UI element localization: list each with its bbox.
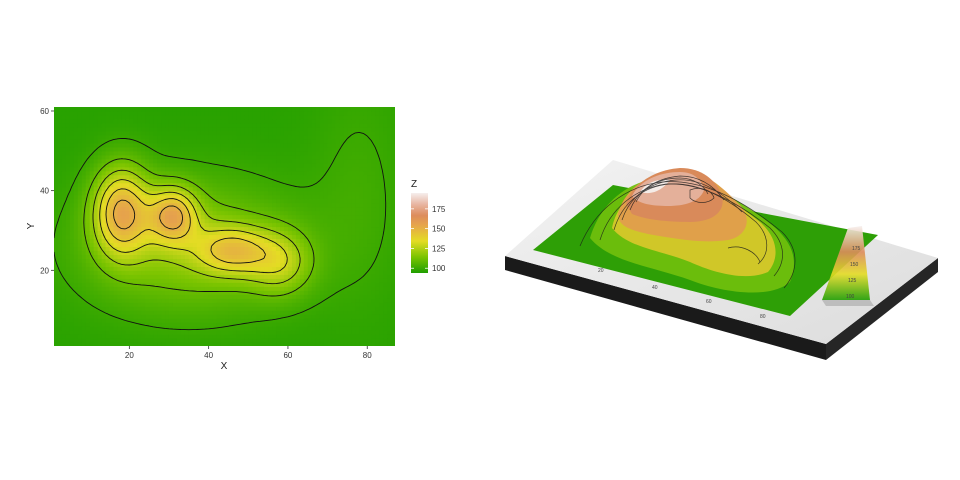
y-tick-label: 60 — [40, 107, 49, 116]
surface-3d-plot: 20 40 60 80 100 125 150 175 — [505, 160, 938, 360]
y-tick-label: 40 — [40, 187, 49, 196]
x-axis-ticks: 20 40 60 80 — [125, 346, 372, 360]
contour-line — [105, 188, 266, 264]
contour-plot: 20 40 60 80 20 40 60 X Y Z 100 125 150 175 — [26, 107, 446, 372]
contour-line — [99, 179, 288, 274]
y-axis-title: Y — [26, 222, 37, 229]
y-tick-label: 20 — [40, 266, 49, 275]
contour-line — [54, 131, 387, 331]
contour-line — [113, 199, 184, 230]
surface-legend-label: 150 — [850, 262, 859, 268]
x-tick-label: 60 — [283, 351, 292, 360]
legend-colorbar — [411, 193, 428, 273]
legend-tick-label: 150 — [432, 225, 446, 234]
base-slab-front — [505, 256, 826, 360]
x-tick-label: 20 — [125, 351, 134, 360]
surface-x-tick: 20 — [598, 268, 604, 274]
x-tick-label: 80 — [363, 351, 372, 360]
x-axis-title: X — [221, 361, 228, 372]
surface-legend-label: 125 — [848, 278, 857, 284]
surface-legend-label: 175 — [852, 246, 861, 252]
legend: Z 100 125 150 175 — [411, 179, 446, 273]
contour-lines — [54, 131, 387, 331]
x-tick-label: 40 — [204, 351, 213, 360]
legend-tick-label: 175 — [432, 205, 446, 214]
legend-tick-label: 125 — [432, 244, 446, 253]
surface-legend-bar — [822, 226, 870, 300]
terrain-surface: 20 40 60 80 — [533, 168, 878, 320]
surface-x-tick: 40 — [652, 285, 658, 291]
surface-x-tick: 60 — [706, 299, 712, 305]
legend-title: Z — [411, 179, 417, 190]
legend-ticks: 100 125 150 175 — [411, 205, 446, 273]
y-axis-ticks: 20 40 60 — [40, 107, 54, 275]
base-slab-right — [826, 258, 938, 360]
contour-line — [83, 158, 315, 297]
surface-legend: 100 125 150 175 — [822, 226, 874, 306]
surface-legend-label: 100 — [846, 294, 855, 300]
surface-x-ticks: 20 40 60 80 — [598, 268, 766, 320]
legend-tick-label: 100 — [432, 264, 446, 273]
contour-line — [92, 169, 301, 285]
surface-x-tick: 80 — [760, 314, 766, 320]
